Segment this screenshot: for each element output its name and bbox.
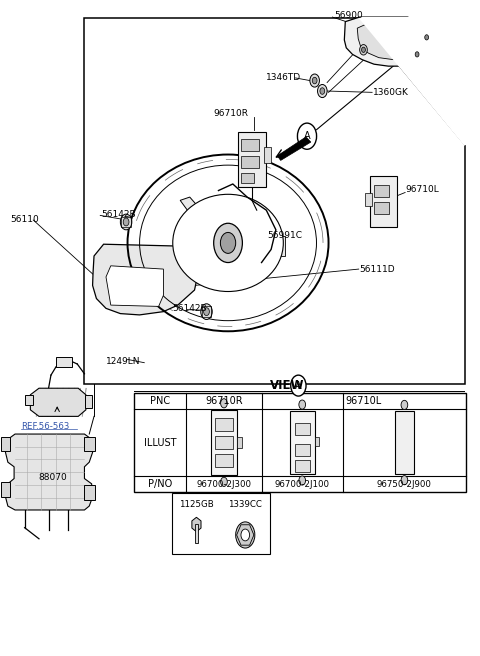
- Circle shape: [401, 476, 408, 485]
- Text: P/NO: P/NO: [148, 479, 172, 489]
- Circle shape: [310, 74, 320, 87]
- Bar: [84, 485, 95, 499]
- Circle shape: [120, 214, 132, 230]
- Circle shape: [312, 77, 317, 84]
- Polygon shape: [360, 18, 465, 145]
- Polygon shape: [106, 266, 163, 306]
- Circle shape: [425, 35, 429, 40]
- Text: 96710R: 96710R: [205, 396, 243, 406]
- Bar: [0, 437, 10, 451]
- Text: 56142B: 56142B: [172, 304, 207, 313]
- Bar: [216, 418, 233, 431]
- Polygon shape: [5, 434, 93, 510]
- Text: 1249LN: 1249LN: [106, 357, 141, 366]
- Circle shape: [360, 45, 367, 55]
- Text: 96750-2J900: 96750-2J900: [377, 480, 432, 489]
- Text: PNC: PNC: [150, 396, 170, 406]
- Text: 1125GB: 1125GB: [179, 500, 214, 509]
- Polygon shape: [30, 388, 86, 417]
- Circle shape: [201, 304, 212, 319]
- Bar: [295, 444, 310, 456]
- Bar: [237, 438, 242, 448]
- Circle shape: [291, 375, 306, 396]
- Circle shape: [299, 476, 306, 485]
- Polygon shape: [344, 17, 436, 66]
- Circle shape: [236, 522, 255, 548]
- Text: 56900: 56900: [334, 10, 362, 20]
- Circle shape: [298, 123, 317, 150]
- Text: ILLUST: ILLUST: [144, 438, 176, 447]
- Circle shape: [204, 308, 209, 316]
- Circle shape: [415, 52, 419, 57]
- Ellipse shape: [173, 194, 283, 291]
- Circle shape: [241, 529, 250, 541]
- Bar: [290, 411, 315, 474]
- Circle shape: [221, 399, 228, 408]
- Polygon shape: [192, 518, 201, 532]
- Bar: [24, 395, 33, 405]
- Circle shape: [318, 85, 327, 98]
- Bar: [365, 193, 372, 206]
- Bar: [241, 173, 254, 182]
- Circle shape: [361, 47, 365, 52]
- Text: 96710L: 96710L: [405, 185, 439, 194]
- Bar: [211, 410, 237, 476]
- Text: 56142B: 56142B: [101, 210, 136, 218]
- Bar: [374, 202, 389, 214]
- Text: 56110: 56110: [10, 215, 39, 224]
- Text: 1339CC: 1339CC: [228, 500, 262, 509]
- Polygon shape: [357, 25, 427, 60]
- Text: REF.56-563: REF.56-563: [21, 422, 69, 431]
- Polygon shape: [370, 176, 397, 227]
- Polygon shape: [238, 236, 286, 256]
- Text: 96700-2J300: 96700-2J300: [196, 480, 252, 489]
- Bar: [295, 423, 310, 435]
- Text: A: A: [304, 131, 310, 141]
- Bar: [241, 157, 259, 169]
- Circle shape: [320, 88, 324, 94]
- Polygon shape: [238, 132, 266, 187]
- Circle shape: [423, 32, 431, 43]
- Bar: [202, 306, 211, 317]
- Polygon shape: [277, 137, 311, 161]
- Polygon shape: [93, 244, 199, 315]
- Bar: [315, 438, 320, 447]
- Circle shape: [299, 400, 306, 409]
- Bar: [56, 358, 72, 367]
- Bar: [374, 185, 389, 197]
- Text: 1346TD: 1346TD: [266, 73, 301, 83]
- Text: 96710R: 96710R: [214, 109, 249, 118]
- Circle shape: [123, 218, 129, 226]
- Bar: [84, 437, 95, 451]
- Text: 56111D: 56111D: [360, 264, 395, 274]
- Polygon shape: [180, 197, 218, 239]
- Bar: [0, 483, 10, 497]
- Bar: [121, 216, 131, 227]
- Bar: [241, 140, 259, 152]
- Text: 96710L: 96710L: [346, 396, 382, 406]
- Circle shape: [413, 49, 421, 60]
- Bar: [264, 147, 271, 163]
- Text: A: A: [295, 380, 302, 390]
- Circle shape: [220, 232, 236, 253]
- Bar: [172, 493, 270, 554]
- Circle shape: [401, 400, 408, 409]
- Bar: [395, 411, 414, 474]
- Text: 56991C: 56991C: [268, 230, 303, 239]
- Bar: [194, 525, 198, 543]
- Bar: [295, 461, 310, 472]
- Circle shape: [221, 478, 228, 486]
- Text: 88070: 88070: [38, 473, 67, 482]
- Text: 96700-2J100: 96700-2J100: [275, 480, 330, 489]
- Circle shape: [214, 223, 242, 262]
- Bar: [85, 395, 92, 408]
- Bar: [134, 394, 466, 491]
- Text: VIEW: VIEW: [270, 379, 304, 392]
- Bar: [216, 455, 233, 468]
- Bar: [216, 436, 233, 449]
- Bar: [84, 18, 465, 384]
- Text: 1360GK: 1360GK: [373, 88, 409, 97]
